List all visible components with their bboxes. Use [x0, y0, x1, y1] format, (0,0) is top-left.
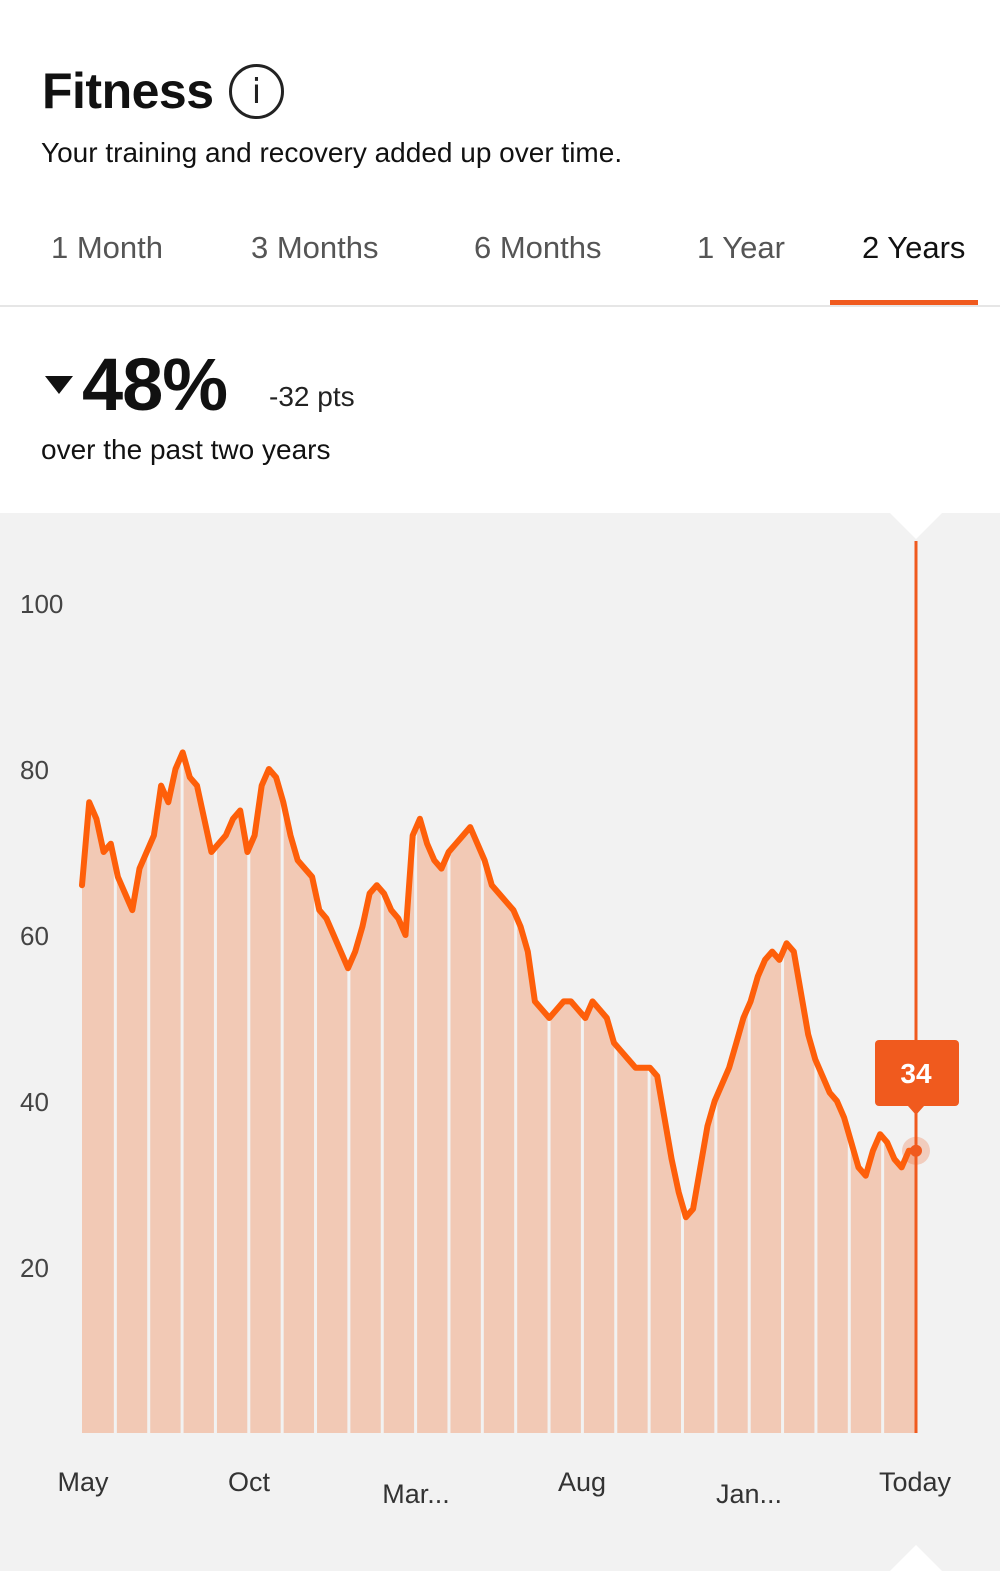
info-icon[interactable]: i [229, 64, 284, 119]
x-tick-label: Oct [228, 1467, 271, 1497]
y-tick-label: 100 [20, 589, 63, 619]
fitness-summary: 48% -32 pts over the past two years [0, 307, 1000, 513]
tab-6-months[interactable]: 6 Months [474, 230, 602, 265]
x-tick-label: Mar... [382, 1479, 450, 1509]
change-percent: 48% [82, 343, 228, 426]
x-tick-label: May [57, 1467, 109, 1497]
area-fill [82, 752, 916, 1433]
bottom-notch [890, 1545, 942, 1571]
y-tick-label: 80 [20, 755, 49, 785]
fitness-chart[interactable]: 100 80 60 40 20 34 May Oct Mar... Aug Jan... Today [0, 513, 1000, 1571]
x-tick-label: Jan... [716, 1479, 782, 1509]
y-tick-label: 20 [20, 1253, 49, 1283]
tab-1-year[interactable]: 1 Year [697, 230, 785, 265]
y-tick-label: 40 [20, 1087, 49, 1117]
tooltip-pointer [908, 1106, 924, 1115]
cursor-notch [890, 513, 942, 539]
tab-3-months[interactable]: 3 Months [251, 230, 379, 265]
tab-2-years[interactable]: 2 Years [862, 230, 966, 265]
fitness-header: Fitness i Your training and recovery add… [0, 0, 1000, 306]
change-points: -32 pts [269, 381, 355, 412]
tab-1-month[interactable]: 1 Month [51, 230, 164, 265]
current-point[interactable] [910, 1144, 922, 1157]
tooltip-value: 34 [900, 1058, 932, 1089]
time-range-tabs: 1 Month 3 Months 6 Months 1 Year 2 Years [0, 210, 1000, 306]
x-tick-label: Aug [558, 1467, 606, 1497]
triangle-down-icon [45, 376, 73, 394]
y-tick-label: 60 [20, 921, 49, 951]
tabs-divider [0, 305, 1000, 307]
page-title: Fitness [42, 63, 214, 119]
value-tooltip [875, 1040, 959, 1106]
x-tick-label: Today [879, 1467, 952, 1497]
change-period: over the past two years [41, 434, 331, 465]
page-subtitle: Your training and recovery added up over… [41, 137, 623, 168]
active-tab-indicator [830, 300, 978, 305]
series-line [79, 749, 919, 1221]
fitness-chart-svg[interactable]: 100 80 60 40 20 34 May Oct Mar... Aug Jan... Today [0, 513, 1000, 1571]
